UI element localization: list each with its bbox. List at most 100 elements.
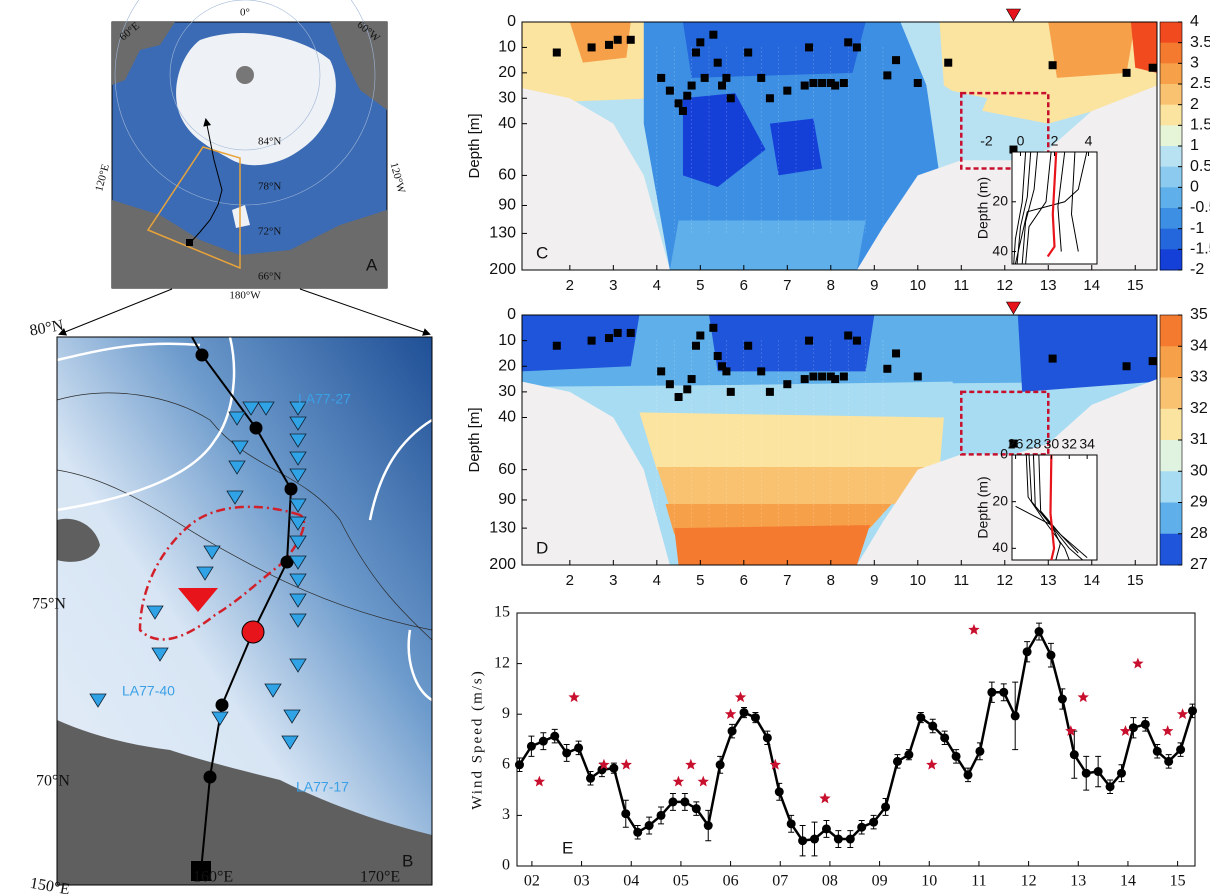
y-tick-label: 3	[502, 806, 510, 823]
plot-frame	[521, 21, 1158, 271]
station-marker	[818, 79, 827, 88]
y-tick-label: 12	[494, 654, 510, 671]
colorbar-tick-label: 28	[1190, 525, 1208, 542]
graticule	[114, 0, 376, 206]
station-marker	[831, 375, 840, 384]
station-marker	[722, 73, 731, 82]
station-marker	[626, 328, 635, 337]
colorbar-swatch	[1160, 346, 1182, 378]
star-marker	[1132, 657, 1144, 669]
x-tick-label: 5	[696, 572, 704, 589]
inset-profile	[1070, 151, 1079, 252]
point	[810, 834, 820, 844]
station	[289, 433, 307, 448]
land	[57, 720, 432, 885]
station-marker	[1009, 439, 1018, 448]
plot-frame	[521, 314, 1158, 566]
x-tick-label: 09	[872, 873, 888, 890]
station-marker	[665, 86, 674, 95]
y-tick-label: 90	[498, 491, 516, 508]
lon-label: 160°E	[193, 869, 233, 886]
station	[203, 545, 221, 560]
x-tick-label: 8	[827, 572, 835, 589]
y-tick-label: 60	[498, 461, 516, 478]
station-marker	[852, 43, 861, 52]
y-tick-label: 30	[498, 89, 516, 106]
colorbar-swatch	[1160, 249, 1182, 271]
inset-profile	[1032, 454, 1079, 554]
lat-label: 72°N	[258, 226, 281, 238]
star-marker	[1161, 725, 1174, 736]
x-tick-label: 07	[772, 873, 788, 890]
point	[833, 834, 843, 844]
station-marker	[552, 48, 561, 57]
point	[1176, 745, 1186, 755]
station	[283, 709, 301, 724]
point	[739, 708, 749, 718]
colorbar-swatch	[1160, 63, 1182, 85]
y-tick-label: 6	[502, 755, 510, 772]
point	[644, 821, 654, 831]
station-marker	[674, 99, 683, 108]
x-tick-label: 08	[822, 873, 838, 890]
point	[881, 802, 891, 812]
station	[196, 566, 214, 581]
x-tick-label: 3	[609, 572, 617, 589]
station-marker	[783, 86, 792, 95]
station-marker	[657, 367, 666, 376]
colorbar-swatch	[1160, 22, 1182, 44]
inset-x-tick-label: 34	[1079, 436, 1095, 452]
inset-x-tick-label: -2	[980, 133, 993, 149]
point	[987, 687, 997, 697]
seafloor	[522, 381, 670, 565]
seafloor	[522, 88, 670, 270]
highlight-box	[960, 390, 1050, 456]
lon-label: 170°E	[360, 869, 400, 886]
station	[289, 451, 307, 466]
contour-fill	[639, 412, 944, 470]
star-marker	[598, 758, 610, 770]
x-tick-label: 2	[566, 277, 574, 294]
contour-fill	[656, 466, 927, 508]
lat-label: 66°N	[258, 271, 281, 283]
point	[916, 713, 926, 723]
star-marker	[769, 758, 781, 770]
contour-fill	[682, 22, 866, 78]
x-tick-label: 13	[1040, 277, 1057, 294]
map-frame	[56, 336, 433, 886]
y-axis-label: Depth [m]	[466, 113, 483, 178]
point	[857, 822, 867, 832]
station-marker	[892, 56, 901, 65]
station	[289, 516, 307, 531]
station-marker	[726, 387, 735, 396]
point	[1057, 694, 1067, 704]
station-marker	[800, 375, 809, 384]
station-marker	[913, 372, 922, 381]
point	[762, 733, 772, 743]
colorbar-tick-label: 30	[1190, 462, 1208, 479]
lat-label: 78°N	[258, 181, 281, 193]
point	[727, 726, 737, 736]
inset-profile	[1049, 454, 1056, 561]
station-marker	[831, 81, 840, 90]
y-tick-label: 10	[498, 39, 516, 56]
station-marker	[783, 380, 792, 389]
station	[264, 683, 282, 698]
panel-label: C	[536, 243, 548, 262]
lon-label: 150°E	[29, 875, 72, 894]
colorbar-swatch	[1160, 377, 1182, 410]
highlight-box	[960, 91, 1050, 170]
inset-y-label: Depth (m)	[975, 476, 991, 538]
colorbar-tick-label: 31	[1190, 431, 1208, 448]
star-marker	[724, 708, 737, 720]
colorbar-tick-label: 1.5	[1190, 117, 1210, 134]
inset-y-tick-label: 20	[992, 192, 1008, 208]
colorbar-swatch	[1160, 42, 1182, 64]
station-marker	[1009, 145, 1018, 154]
station	[146, 605, 164, 620]
point	[703, 821, 713, 831]
isobath	[56, 469, 433, 631]
station-marker	[674, 393, 683, 401]
station-marker	[718, 81, 727, 90]
point	[691, 804, 701, 814]
